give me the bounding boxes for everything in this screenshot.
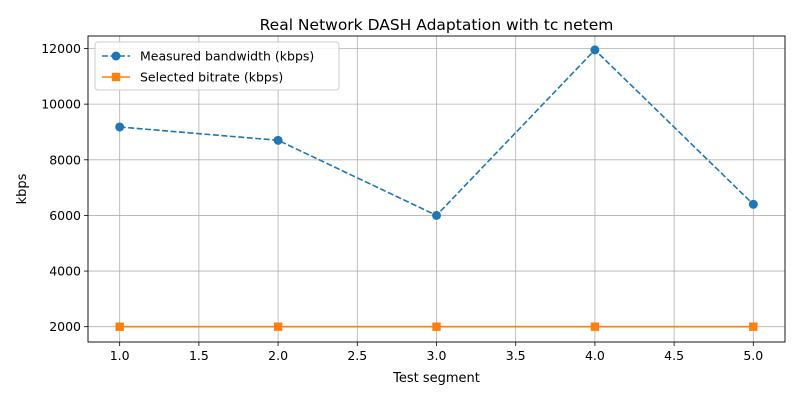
series-1-point (115, 122, 125, 132)
x-tick-label: 3.0 (427, 348, 447, 363)
series-2-point (115, 322, 124, 331)
y-tick-label: 6000 (49, 208, 81, 223)
x-tick-label: 1.5 (189, 348, 209, 363)
chart-title: Real Network DASH Adaptation with tc net… (260, 16, 614, 34)
y-tick-label: 2000 (49, 319, 81, 334)
series-2-point (749, 322, 758, 331)
series-2-point (590, 322, 600, 331)
y-axis-label: kbps (15, 173, 30, 204)
series-1-point (590, 45, 600, 55)
series-2-point (273, 322, 283, 331)
series-2-point (432, 322, 441, 331)
legend-label: Selected bitrate (kbps) (140, 70, 283, 85)
y-tick-label: 12000 (41, 41, 81, 56)
x-tick-label: 3.5 (506, 348, 526, 363)
y-tick-label: 10000 (41, 97, 81, 112)
x-axis-label: Test segment (392, 371, 480, 386)
axis-ticks: 1.0 1.5 2.0 2.5 3.0 3.5 4.0 4.5 5.0 2000 4000 6000 8… (41, 41, 763, 363)
series-1-point (432, 210, 441, 220)
series-1-point (273, 135, 283, 145)
plot-series (115, 45, 758, 331)
legend-swatch-marker (111, 51, 121, 61)
x-tick-label: 1.0 (110, 348, 130, 363)
legend-box (94, 41, 340, 91)
legend: Measured bandwidth (kbps) Selected bitrat… (94, 41, 340, 91)
x-tick-label: 4.5 (664, 348, 684, 363)
x-tick-label: 5.0 (743, 348, 763, 363)
y-tick-label: 4000 (49, 264, 81, 279)
x-tick-label: 2.0 (268, 348, 288, 363)
y-tick-label: 8000 (49, 152, 81, 167)
x-tick-label: 2.5 (347, 348, 367, 363)
x-tick-label: 4.0 (585, 348, 605, 363)
legend-label: Measured bandwidth (kbps) (140, 49, 314, 64)
legend-swatch-marker (111, 72, 121, 82)
series-1-point (748, 199, 758, 209)
